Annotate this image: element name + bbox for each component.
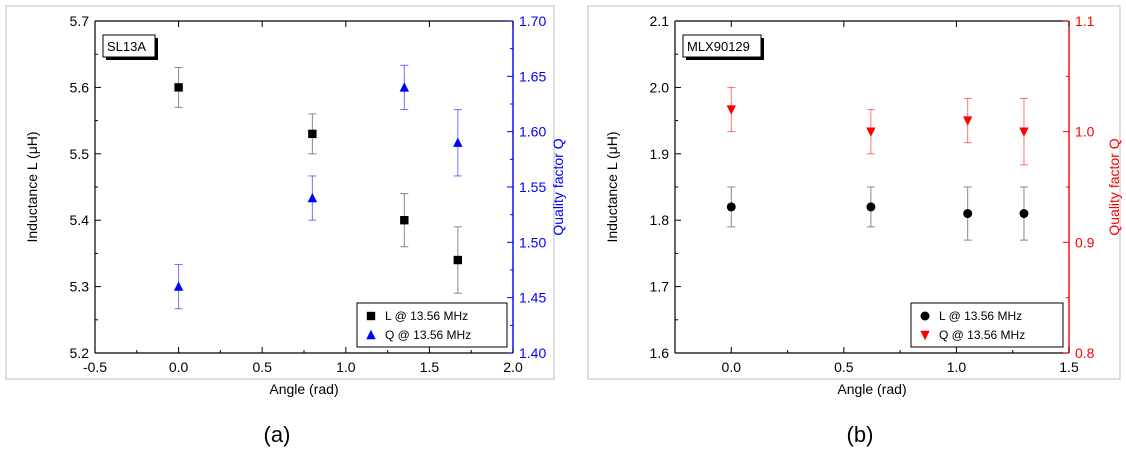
y2-tick-label: 1.1	[1075, 13, 1095, 29]
data-point	[308, 129, 317, 139]
y-tick-label: 5.2	[70, 345, 90, 361]
x-tick-label: 1.0	[336, 359, 356, 375]
tag-label: MLX90129	[687, 39, 750, 54]
data-point	[1019, 209, 1029, 219]
data-point	[453, 137, 463, 147]
y2-tick-label: 1.40	[519, 345, 546, 361]
tag-label: SL13A	[107, 39, 146, 54]
y-tick-label: 1.9	[650, 146, 670, 162]
data-point	[307, 192, 318, 203]
y-tick-label: 5.3	[70, 279, 90, 295]
y-tick-label: 5.5	[70, 146, 90, 162]
series-quality-factor	[726, 86, 1029, 166]
y2-tick-label: 0.9	[1075, 234, 1095, 250]
x-tick-label: -0.5	[83, 359, 107, 375]
data-point	[726, 202, 736, 212]
y-tick-label: 1.8	[650, 212, 670, 228]
data-point	[174, 83, 183, 92]
y2-tick-label: 0.8	[1075, 345, 1095, 361]
data-point	[963, 209, 973, 219]
data-point	[726, 105, 736, 115]
x-tick-label: 0.5	[252, 359, 272, 375]
legend-marker	[920, 330, 930, 341]
y-tick-label: 5.7	[70, 13, 90, 29]
x-tick-label: 0.0	[722, 359, 742, 375]
chart-panel-b: 0.0 0.5 1.0 1.5 1.6 1.7 1.8 1.9 2.0 2.1 0.8 0.9 1.0 1…	[587, 5, 1122, 447]
data-point	[866, 202, 876, 212]
legend-marker	[920, 311, 930, 321]
legend-marker	[366, 311, 376, 321]
data-point	[1019, 127, 1029, 137]
series-quality-factor	[173, 64, 463, 310]
series-inductance	[726, 186, 1029, 241]
y2-tick-label: 1.45	[519, 290, 546, 306]
data-point	[173, 281, 184, 291]
panel-caption: (b)	[847, 422, 874, 447]
tag-box	[682, 34, 762, 58]
x-tick-label: 0.5	[834, 359, 854, 375]
y2-tick-label: 1.55	[519, 179, 546, 195]
legend-label: L @ 13.56 MHz	[385, 309, 468, 323]
legend-marker	[366, 329, 376, 340]
y2-tick-label: 1.60	[519, 124, 546, 140]
legend-label: Q @ 13.56 MHz	[385, 328, 471, 342]
x-tick-label: 2.0	[503, 359, 523, 375]
y2-axis-label: Quality factor Q	[550, 138, 566, 235]
x-tick-label: 0.0	[169, 359, 189, 375]
y-tick-label: 1.7	[650, 279, 670, 295]
y-axis-label: Inductance L (μH)	[24, 131, 40, 242]
y-tick-label: 5.6	[70, 79, 90, 95]
y-tick-label: 2.0	[650, 79, 670, 95]
y-axis-label: Inductance L (μH)	[604, 131, 620, 242]
data-point	[962, 116, 973, 126]
legend-box	[910, 302, 1064, 348]
tag-box	[102, 34, 156, 58]
y2-tick-label: 1.65	[519, 68, 546, 84]
x-axis-label: Angle (rad)	[269, 381, 338, 397]
panel-caption: (a)	[264, 422, 291, 447]
data-point	[453, 255, 463, 265]
x-tick-label: 1.5	[1059, 359, 1079, 375]
y2-tick-label: 1.0	[1075, 124, 1095, 140]
series-inductance	[174, 66, 463, 294]
data-point	[400, 216, 409, 225]
y-tick-label: 1.6	[650, 345, 670, 361]
y2-tick-label: 1.50	[519, 234, 546, 250]
x-tick-label: 1.5	[420, 359, 440, 375]
data-point	[399, 82, 410, 92]
legend-box	[356, 302, 508, 348]
y-tick-label: 5.4	[70, 212, 90, 228]
legend-label: L @ 13.56 MHz	[939, 309, 1022, 323]
chart-panel-a: -0.5 0.0 0.5 1.0 1.5 2.0 5.2 5.3 5.4 5.5 5.6 5.7 1.4…	[5, 5, 566, 447]
y-tick-label: 2.1	[650, 13, 670, 29]
x-tick-label: 1.0	[947, 359, 967, 375]
y2-tick-label: 1.70	[519, 13, 546, 29]
y2-axis-label: Quality factor Q	[1106, 138, 1122, 235]
data-point	[866, 127, 876, 137]
legend-label: Q @ 13.56 MHz	[939, 328, 1025, 342]
x-axis-label: Angle (rad)	[837, 381, 906, 397]
